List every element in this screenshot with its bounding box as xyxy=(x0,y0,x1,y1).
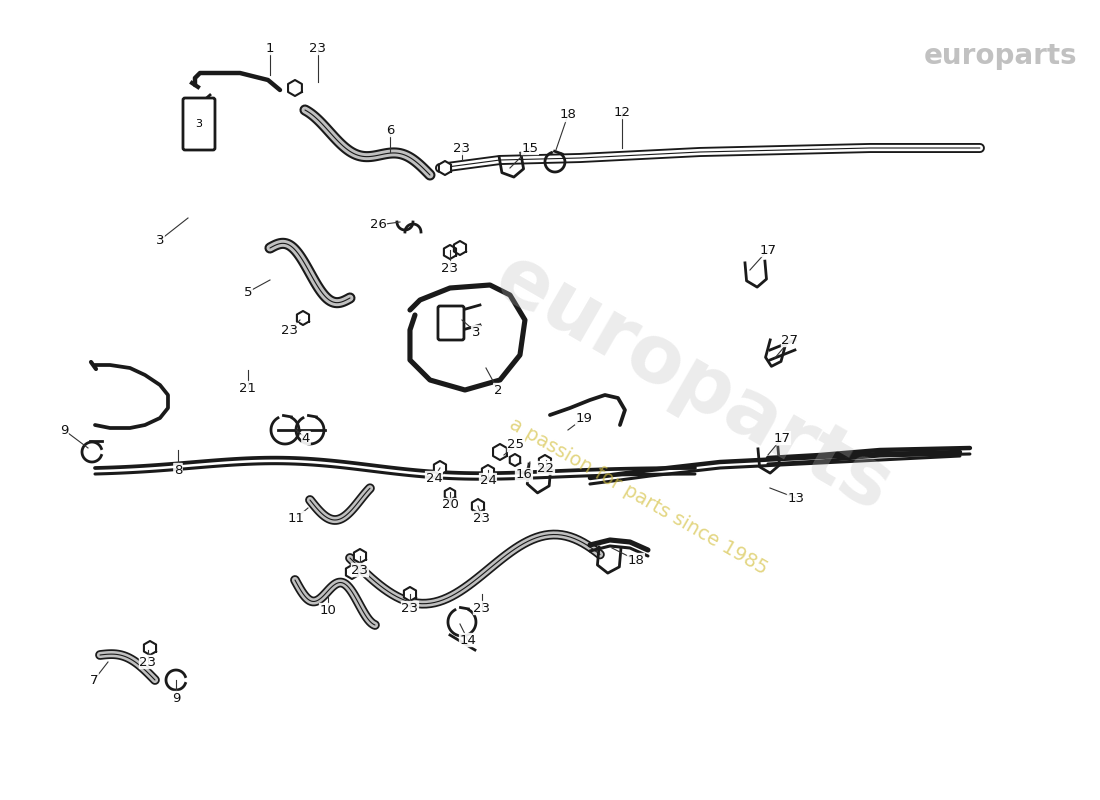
Polygon shape xyxy=(493,444,507,460)
Polygon shape xyxy=(144,641,156,655)
Text: 17: 17 xyxy=(773,431,791,445)
Text: 23: 23 xyxy=(309,42,327,54)
Text: 2: 2 xyxy=(494,383,503,397)
Text: 9: 9 xyxy=(59,423,68,437)
Text: 12: 12 xyxy=(614,106,630,118)
Text: 24: 24 xyxy=(426,471,442,485)
Polygon shape xyxy=(444,245,456,259)
Polygon shape xyxy=(482,465,494,479)
Polygon shape xyxy=(439,161,451,175)
FancyBboxPatch shape xyxy=(438,306,464,340)
Text: 24: 24 xyxy=(480,474,496,486)
Text: 6: 6 xyxy=(386,123,394,137)
Text: 20: 20 xyxy=(441,498,459,511)
Polygon shape xyxy=(345,565,358,579)
Text: 25: 25 xyxy=(507,438,525,451)
Text: 17: 17 xyxy=(759,243,777,257)
Text: 26: 26 xyxy=(370,218,386,231)
Text: 10: 10 xyxy=(319,603,337,617)
Text: 23: 23 xyxy=(473,602,491,614)
Polygon shape xyxy=(472,499,484,513)
Text: 23: 23 xyxy=(282,323,298,337)
Text: 8: 8 xyxy=(174,463,183,477)
Polygon shape xyxy=(444,488,455,500)
Text: 1: 1 xyxy=(266,42,274,54)
Text: 22: 22 xyxy=(538,462,554,474)
Text: 27: 27 xyxy=(781,334,799,346)
Text: 4: 4 xyxy=(301,431,310,445)
Text: 5: 5 xyxy=(244,286,252,298)
Text: 3: 3 xyxy=(472,326,481,338)
Text: 13: 13 xyxy=(788,491,804,505)
Text: 23: 23 xyxy=(140,655,156,669)
FancyBboxPatch shape xyxy=(183,98,215,150)
Text: 18: 18 xyxy=(560,109,576,122)
Polygon shape xyxy=(509,454,520,466)
Text: 15: 15 xyxy=(521,142,539,154)
Text: 23: 23 xyxy=(453,142,471,154)
Polygon shape xyxy=(404,587,416,601)
Polygon shape xyxy=(288,80,301,96)
Polygon shape xyxy=(354,549,366,563)
Text: 23: 23 xyxy=(402,602,418,614)
Text: 23: 23 xyxy=(441,262,459,274)
Text: 23: 23 xyxy=(473,511,491,525)
Polygon shape xyxy=(433,461,446,475)
Text: europarts: europarts xyxy=(481,239,905,529)
Polygon shape xyxy=(539,455,551,469)
Polygon shape xyxy=(297,311,309,325)
Text: 23: 23 xyxy=(352,563,368,577)
Polygon shape xyxy=(454,241,466,255)
Text: 16: 16 xyxy=(516,469,532,482)
Text: 18: 18 xyxy=(627,554,645,566)
Text: 7: 7 xyxy=(90,674,98,686)
Text: 9: 9 xyxy=(172,691,180,705)
Text: 3: 3 xyxy=(156,234,164,246)
Text: 19: 19 xyxy=(575,411,593,425)
Text: europarts: europarts xyxy=(924,42,1078,70)
Text: 3: 3 xyxy=(196,119,202,129)
Text: a passion for parts since 1985: a passion for parts since 1985 xyxy=(506,414,770,578)
Text: 11: 11 xyxy=(287,511,305,525)
Text: 21: 21 xyxy=(240,382,256,394)
Text: 14: 14 xyxy=(460,634,476,646)
